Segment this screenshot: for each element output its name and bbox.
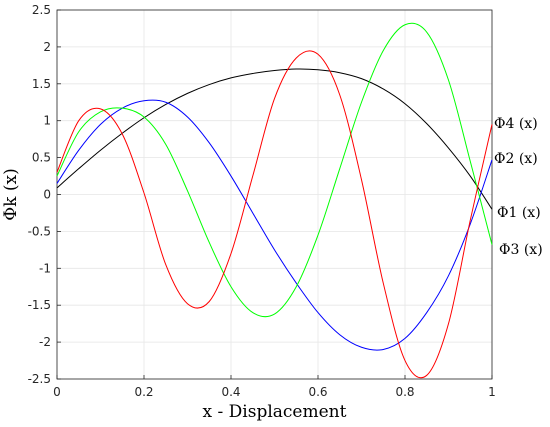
y-tick-label: 1	[43, 114, 51, 128]
y-tick-label: -2.5	[28, 372, 51, 386]
y-tick-label: 0	[43, 188, 51, 202]
y-tick-label: -1	[39, 261, 51, 275]
x-tick-label: 0.4	[221, 385, 240, 399]
x-axis-label: x - Displacement	[203, 402, 347, 422]
x-tick-label: 1	[488, 385, 496, 399]
series-label: Φ4 (x)	[494, 116, 538, 132]
y-tick-label: 0.5	[32, 151, 51, 165]
series-line	[56, 68, 493, 210]
y-tick-label: 2	[43, 40, 51, 54]
y-tick-label: 2.5	[32, 3, 51, 17]
series-label: Φ2 (x)	[494, 151, 538, 167]
tick-labels: 0 0.2 0.4 0.6 0.8 1 2.5 2 1.5 1 0.5 0 -0.5 -1 -1.5 -2 -2…	[28, 3, 496, 399]
series-line	[56, 99, 493, 351]
y-tick-label: -2	[39, 335, 51, 349]
series-label: Φ3 (x)	[499, 242, 543, 258]
x-tick-label: 0.8	[395, 385, 414, 399]
x-tick-label: 0.2	[134, 385, 153, 399]
series-labels: Φ1 (x) Φ2 (x) Φ3 (x) Φ4 (x)	[494, 116, 543, 258]
y-tick-label: -0.5	[28, 224, 51, 238]
series-label: Φ1 (x)	[497, 205, 541, 221]
x-tick-label: 0.6	[308, 385, 327, 399]
y-tick-label: -1.5	[28, 298, 51, 312]
series-lines	[56, 22, 493, 379]
series-line	[56, 50, 493, 379]
series-line	[56, 22, 493, 318]
y-axis-label: Φk (x)	[1, 168, 21, 221]
x-tick-label: 0	[53, 385, 61, 399]
y-tick-label: 1.5	[32, 77, 51, 91]
grid-layer	[56, 9, 493, 380]
